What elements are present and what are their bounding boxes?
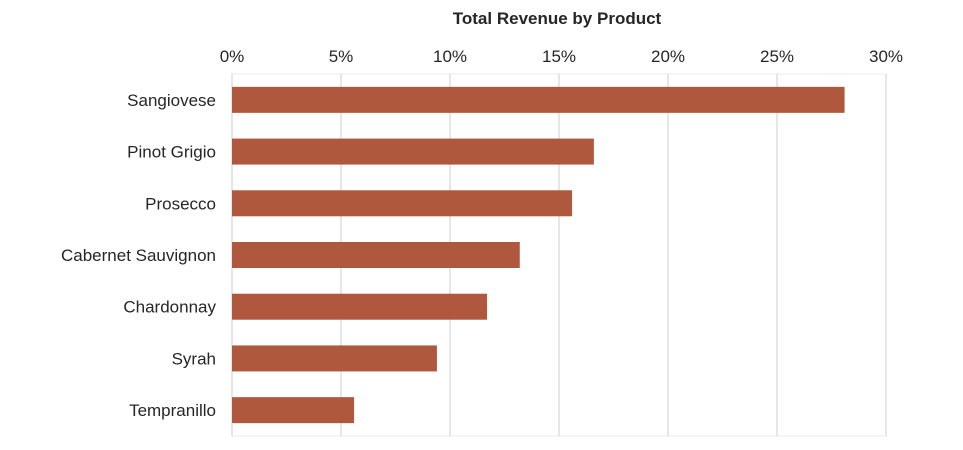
bar [232,190,573,217]
bar [232,138,594,165]
x-tick-label: 15% [542,47,576,66]
bar [232,242,520,268]
gridlines [231,74,887,436]
y-axis-labels: Sangiovese Pinot Grigio Prosecco Cabernet S… [61,91,217,420]
bar [232,397,355,424]
x-axis-ticks: 0% 5% 10% 15% 20% 25% 30% [220,47,903,66]
chart-title: Total Revenue by Product [453,9,662,28]
x-tick-label: 30% [869,47,903,66]
x-tick-label: 10% [433,47,467,66]
category-label: Cabernet Sauvignon [61,246,216,265]
category-label: Syrah [172,349,216,368]
bar [232,293,488,320]
category-label: Sangiovese [127,91,216,110]
x-tick-label: 25% [760,47,794,66]
bar [232,345,437,372]
category-label: Tempranillo [129,401,216,420]
bars [232,86,845,424]
bar [232,86,845,113]
category-label: Chardonnay [123,298,216,317]
x-tick-label: 0% [220,47,245,66]
category-label: Prosecco [145,194,216,213]
x-tick-label: 5% [329,47,354,66]
x-tick-label: 20% [651,47,685,66]
category-label: Pinot Grigio [127,143,216,162]
